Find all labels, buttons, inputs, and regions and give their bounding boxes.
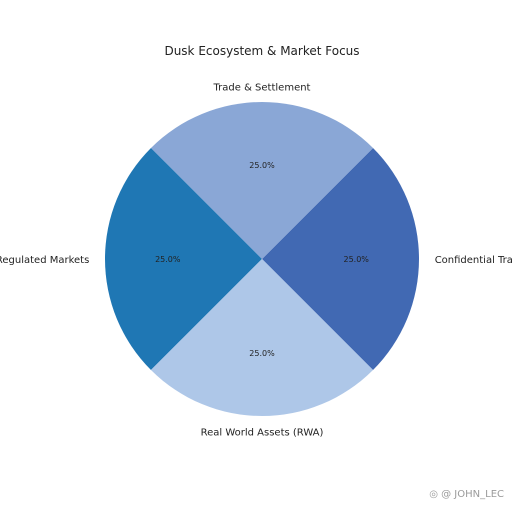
slice-percent-label: 25.0% [249,349,275,358]
slice-percent-label: 25.0% [155,255,181,264]
pie-slice [105,147,263,371]
slice-percent-label: 25.0% [343,255,369,264]
pie-labels: 25.0% Confidential Trading 25.0% Trade & Se… [0,82,512,438]
pie-slice [262,147,419,371]
slice-category-label: Confidential Trading [435,255,512,266]
slice-category-label: Regulated Markets [0,255,89,266]
pie-slice [150,102,374,260]
pie-slices [105,102,419,417]
slice-category-label: Trade & Settlement [213,82,311,93]
chart-title: Dusk Ecosystem & Market Focus [164,44,359,58]
watermark: ◎ @ JOHN_LEC [429,489,504,500]
slice-percent-label: 25.0% [249,161,275,170]
pie-slice [150,259,374,417]
slice-category-label: Real World Assets (RWA) [201,428,324,439]
